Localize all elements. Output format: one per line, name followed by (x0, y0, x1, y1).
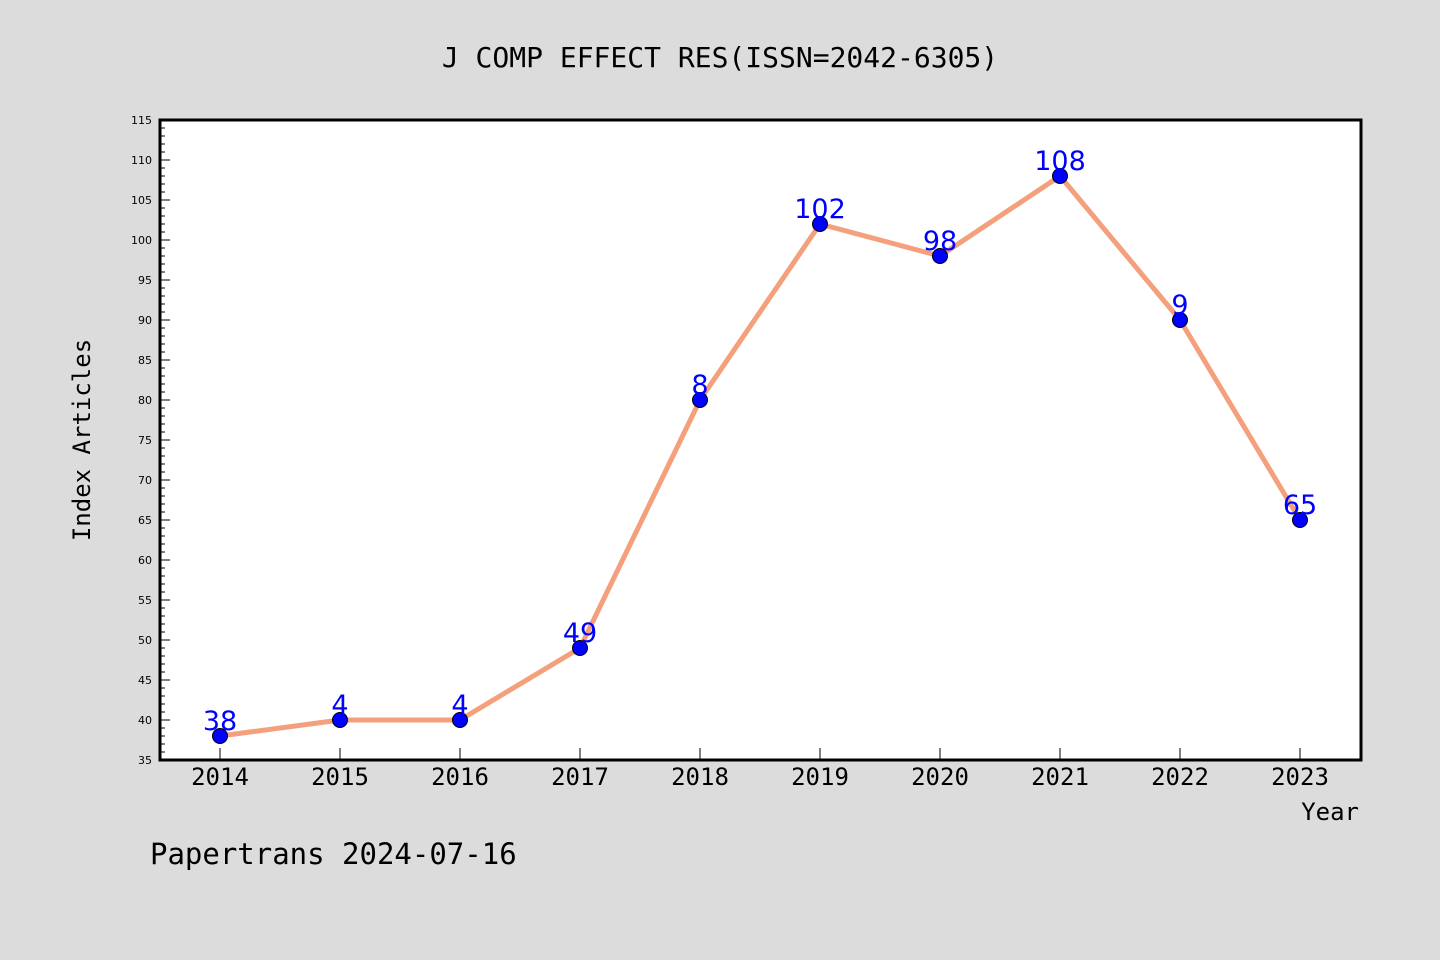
y-tick-label: 75 (138, 434, 152, 447)
x-axis-label: Year (1301, 798, 1359, 826)
data-point (572, 640, 588, 656)
y-tick-label: 110 (131, 154, 152, 167)
y-tick-label: 45 (138, 674, 152, 687)
data-label: 8 (691, 370, 708, 401)
x-tick-label: 2018 (671, 763, 729, 791)
y-tick-label: 40 (138, 714, 152, 727)
y-tick-label: 35 (138, 754, 152, 767)
data-label: 38 (203, 706, 237, 737)
plot-area (158, 118, 1363, 762)
x-tick-label: 2015 (311, 763, 369, 791)
x-tick-label: 2016 (431, 763, 489, 791)
data-point (812, 216, 828, 232)
data-label: 9 (1171, 290, 1188, 321)
data-label: 65 (1283, 490, 1317, 521)
footer-note: Papertrans 2024-07-16 (150, 837, 517, 871)
series-group: 38 4 4 49 8 102 98 108 9 65 (203, 146, 1317, 744)
y-axis: 35 40 45 50 55 60 65 70 75 80 85 90 95 100 105 110 115 (131, 114, 170, 767)
y-tick-label: 100 (131, 234, 152, 247)
data-point (1172, 312, 1188, 328)
data-label: 49 (563, 618, 597, 649)
data-point (1292, 512, 1308, 528)
x-tick-label: 2022 (1151, 763, 1209, 791)
y-tick-label: 55 (138, 594, 152, 607)
series-line (217, 173, 1303, 739)
y-tick-label: 85 (138, 354, 152, 367)
data-point (692, 392, 708, 408)
x-tick-label: 2021 (1031, 763, 1089, 791)
x-axis: 2014 2015 2016 2017 2018 2019 2020 2021 2022 2023 (191, 748, 1329, 791)
data-point (932, 248, 948, 264)
x-tick-label: 2014 (191, 763, 249, 791)
y-tick-label: 105 (131, 194, 152, 207)
y-tick-label: 80 (138, 394, 152, 407)
y-tick-label: 95 (138, 274, 152, 287)
data-label: 102 (794, 194, 846, 225)
chart-title: J COMP EFFECT RES(ISSN=2042-6305) (442, 41, 998, 74)
x-tick-label: 2017 (551, 763, 609, 791)
data-point (452, 712, 468, 728)
y-tick-label: 50 (138, 634, 152, 647)
y-tick-label: 90 (138, 314, 152, 327)
x-tick-label: 2023 (1271, 763, 1329, 791)
data-label: 98 (923, 226, 957, 257)
y-tick-label: 65 (138, 514, 152, 527)
x-tick-label: 2020 (911, 763, 969, 791)
data-label: 4 (331, 690, 348, 721)
y-tick-label: 115 (131, 114, 152, 127)
data-label: 108 (1034, 146, 1086, 177)
y-tick-label: 60 (138, 554, 152, 567)
y-axis-label: Index Articles (68, 339, 96, 541)
x-tick-label: 2019 (791, 763, 849, 791)
data-label: 4 (451, 690, 468, 721)
y-tick-label: 70 (138, 474, 152, 487)
data-point (1052, 168, 1068, 184)
data-point (212, 728, 228, 744)
data-point (332, 712, 348, 728)
